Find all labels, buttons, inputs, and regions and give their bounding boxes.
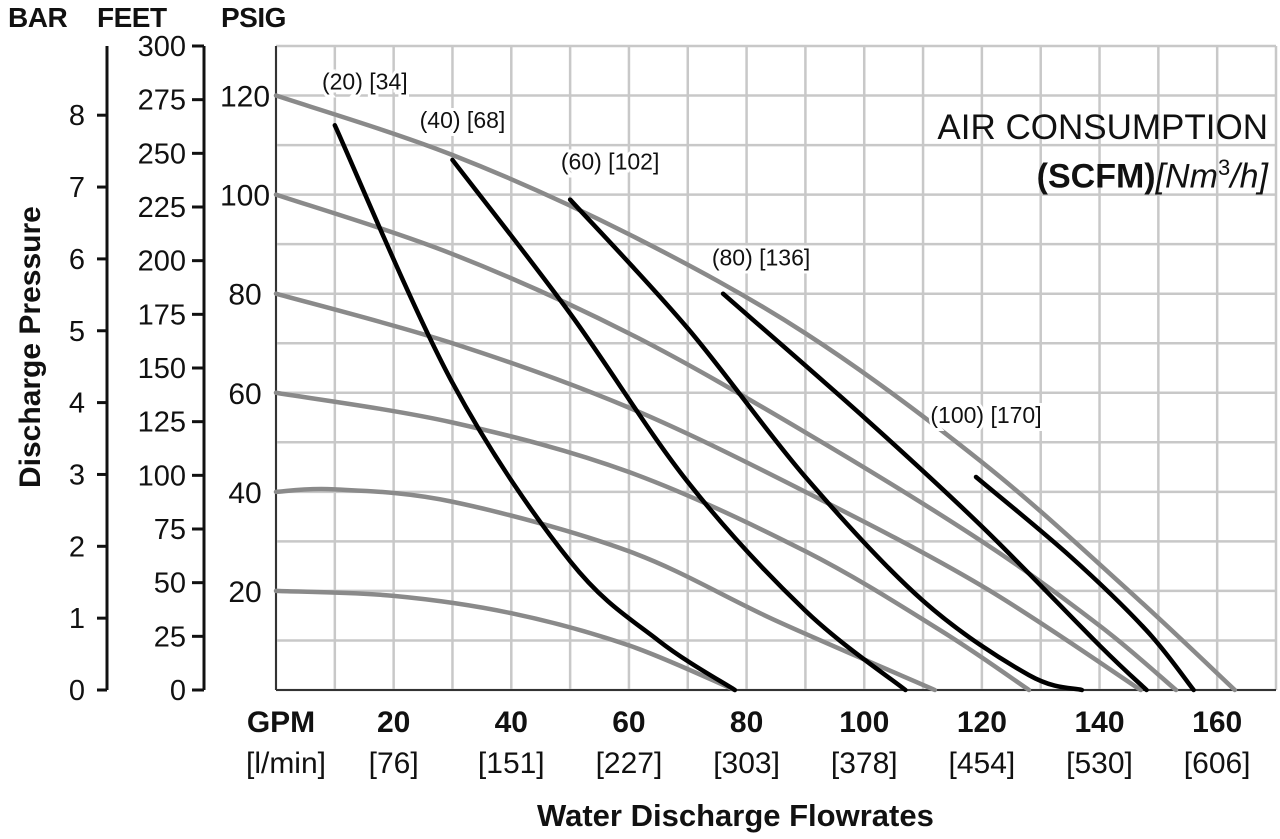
feet-tick-label: 25	[154, 621, 186, 653]
x-tick-label-gpm: 60	[612, 706, 645, 739]
legend-title-line1: AIR CONSUMPTION	[937, 108, 1268, 147]
speed-curve	[273, 291, 1143, 693]
psig-tick-label: 100	[220, 180, 270, 213]
air-consumption-curve	[332, 123, 738, 693]
x-axis-title: Water Discharge Flowrates	[537, 798, 934, 833]
feet-axis-header: FEET	[97, 2, 167, 33]
feet-tick-label: 175	[138, 299, 186, 331]
x-tick-label-gpm: 140	[1074, 706, 1124, 739]
psig-axis-header: PSIG	[221, 2, 286, 33]
x-tick-label-gpm: 100	[839, 706, 889, 739]
feet-tick-label: 300	[138, 31, 186, 63]
speed-curve	[273, 486, 938, 693]
feet-tick-label: 125	[138, 407, 186, 439]
feet-tick-label: 225	[138, 192, 186, 224]
air-consumption-curve	[450, 157, 908, 693]
legend-nm: [Nm	[1155, 157, 1218, 196]
x-tick-label-lmin: [454]	[949, 747, 1016, 780]
legend-per-h: /h]	[1230, 157, 1268, 196]
feet-tick-label: 0	[170, 675, 186, 707]
feet-tick-label: 50	[154, 568, 186, 600]
x-tick-label-gpm: 20	[377, 706, 410, 739]
x-tick-label-lmin: [151]	[478, 747, 545, 780]
psig-tick-label: 80	[228, 279, 261, 312]
psig-tick-label: 60	[228, 378, 261, 411]
x-unit-lmin: [l/min]	[246, 747, 326, 780]
air-curve-label: (20) [34]	[322, 68, 408, 94]
speed-curve	[273, 192, 1179, 693]
legend-title: AIR CONSUMPTION (SCFM)[Nm3/h]	[937, 108, 1268, 196]
air-consumption-curve	[720, 291, 1149, 693]
bar-tick-label: 5	[69, 316, 85, 348]
feet-tick-label: 200	[138, 246, 186, 278]
air-consumption-curve	[973, 474, 1196, 693]
x-tick-label-lmin: [303]	[713, 747, 780, 780]
air-curve-label: (60) [102]	[561, 149, 659, 175]
x-tick-label-gpm: 80	[730, 706, 763, 739]
feet-tick-label: 275	[138, 85, 186, 117]
x-tick-label-lmin: [76]	[369, 747, 419, 780]
x-tick-label-lmin: [378]	[831, 747, 898, 780]
x-tick-label-lmin: [606]	[1184, 747, 1251, 780]
speed-curve	[273, 588, 738, 693]
bar-tick-label: 7	[69, 172, 85, 204]
psig-tick-label: 40	[228, 477, 261, 510]
air-curve-label: (40) [68]	[420, 107, 506, 133]
bar-tick-label: 8	[69, 100, 85, 132]
legend-sup: 3	[1217, 155, 1231, 180]
bar-tick-label: 3	[69, 459, 85, 491]
y-axis-title: Discharge Pressure	[14, 206, 47, 488]
air-curve-label: (80) [136]	[712, 245, 810, 271]
feet-tick-label: 100	[138, 460, 186, 492]
psig-tick-label: 120	[220, 81, 270, 114]
x-tick-label-gpm: 120	[957, 706, 1007, 739]
legend-title-line2: (SCFM)[Nm3/h]	[937, 148, 1268, 196]
x-tick-label-gpm: 160	[1192, 706, 1242, 739]
x-tick-label-lmin: [227]	[596, 747, 663, 780]
x-unit-gpm: GPM	[247, 706, 315, 739]
bar-tick-label: 0	[69, 675, 85, 707]
feet-tick-label: 250	[138, 138, 186, 170]
speed-curve	[273, 93, 1238, 693]
air-consumption-curve	[567, 197, 1085, 693]
bar-axis-header: BAR	[8, 2, 68, 33]
x-tick-label-gpm: 40	[495, 706, 528, 739]
speed-curve	[273, 390, 1032, 693]
bar-tick-label: 2	[69, 531, 85, 563]
bar-tick-label: 1	[69, 603, 85, 635]
psig-tick-label: 20	[228, 576, 261, 609]
air-curve-label: (100) [170]	[930, 402, 1041, 428]
legend-scfm: (SCFM)	[1036, 157, 1156, 196]
feet-tick-label: 75	[154, 514, 186, 546]
x-tick-label-lmin: [530]	[1066, 747, 1133, 780]
feet-tick-label: 150	[138, 353, 186, 385]
bar-tick-label: 6	[69, 244, 85, 276]
bar-tick-label: 4	[69, 388, 85, 420]
